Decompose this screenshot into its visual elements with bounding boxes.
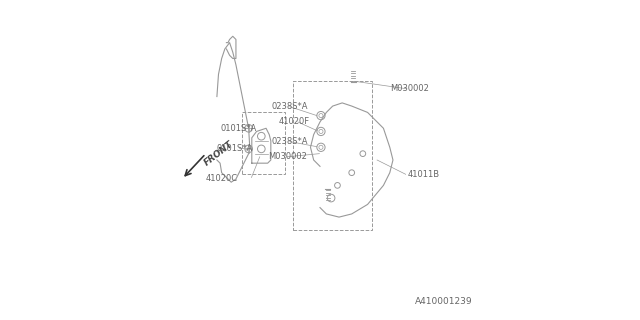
Text: FRONT: FRONT bbox=[203, 140, 235, 168]
Text: M030002: M030002 bbox=[390, 84, 429, 93]
Text: 0238S*A: 0238S*A bbox=[272, 102, 308, 111]
Bar bbox=[243, 112, 285, 174]
Text: 0101S*A: 0101S*A bbox=[217, 144, 253, 153]
Text: M030002: M030002 bbox=[269, 152, 307, 161]
Bar bbox=[293, 81, 372, 230]
Text: 0238S*A: 0238S*A bbox=[272, 137, 308, 146]
Text: 41011B: 41011B bbox=[407, 170, 440, 179]
Text: 0101S*A: 0101S*A bbox=[220, 124, 257, 133]
Text: 41020C: 41020C bbox=[205, 174, 237, 183]
Text: A410001239: A410001239 bbox=[415, 297, 472, 306]
Text: 41020F: 41020F bbox=[278, 117, 309, 126]
